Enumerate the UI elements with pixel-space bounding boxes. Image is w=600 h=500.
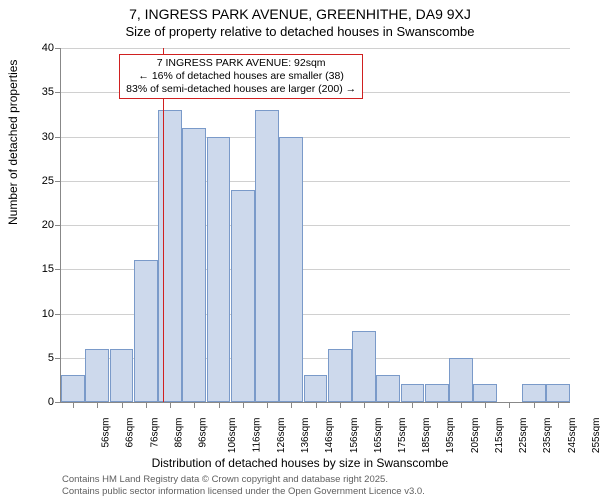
x-tick — [316, 402, 317, 408]
histogram-bar — [255, 110, 279, 402]
gridline — [61, 48, 570, 49]
histogram-chart: 7, INGRESS PARK AVENUE, GREENHITHE, DA9 … — [0, 0, 600, 500]
x-tick-label: 245sqm — [567, 418, 578, 454]
y-tick — [55, 181, 61, 182]
chart-subtitle: Size of property relative to detached ho… — [0, 24, 600, 39]
histogram-bar — [376, 375, 400, 402]
x-tick — [461, 402, 462, 408]
histogram-bar — [158, 110, 182, 402]
x-tick — [340, 402, 341, 408]
histogram-bar — [425, 384, 449, 402]
x-tick — [364, 402, 365, 408]
x-tick-label: 175sqm — [397, 418, 408, 454]
x-tick-label: 185sqm — [421, 418, 432, 454]
y-tick — [55, 225, 61, 226]
histogram-bar — [473, 384, 497, 402]
x-tick — [122, 402, 123, 408]
x-tick — [558, 402, 559, 408]
x-tick — [509, 402, 510, 408]
y-tick-label: 10 — [30, 308, 54, 320]
x-tick-label: 126sqm — [276, 418, 287, 454]
histogram-bar — [134, 260, 158, 402]
y-tick-label: 15 — [30, 263, 54, 275]
gridline — [61, 225, 570, 226]
annotation-line: 7 INGRESS PARK AVENUE: 92sqm — [126, 57, 356, 70]
histogram-bar — [401, 384, 425, 402]
histogram-bar — [61, 375, 85, 402]
x-tick — [219, 402, 220, 408]
x-tick-label: 116sqm — [251, 418, 262, 453]
attribution-line: Contains public sector information licen… — [62, 486, 425, 498]
attribution-line: Contains HM Land Registry data © Crown c… — [62, 474, 388, 486]
y-tick-label: 35 — [30, 86, 54, 98]
y-tick-label: 5 — [30, 352, 54, 364]
x-tick-label: 96sqm — [198, 418, 209, 448]
x-tick-label: 86sqm — [173, 418, 184, 448]
x-tick — [412, 402, 413, 408]
x-tick — [388, 402, 389, 408]
chart-title: 7, INGRESS PARK AVENUE, GREENHITHE, DA9 … — [0, 6, 600, 22]
histogram-bar — [110, 349, 134, 402]
y-axis-label: Number of detached properties — [6, 60, 20, 225]
histogram-bar — [279, 137, 303, 403]
y-tick-label: 40 — [30, 42, 54, 54]
x-tick-label: 225sqm — [518, 418, 529, 454]
x-tick — [146, 402, 147, 408]
histogram-bar — [328, 349, 352, 402]
annotation-line: 83% of semi-detached houses are larger (… — [126, 83, 356, 96]
y-tick — [55, 137, 61, 138]
x-tick — [97, 402, 98, 408]
y-tick-label: 0 — [30, 396, 54, 408]
x-tick — [534, 402, 535, 408]
marker-line — [163, 48, 164, 402]
y-tick — [55, 358, 61, 359]
x-tick-label: 56sqm — [101, 418, 112, 448]
x-tick — [243, 402, 244, 408]
x-tick — [73, 402, 74, 408]
y-tick — [55, 48, 61, 49]
x-tick-label: 205sqm — [470, 418, 481, 454]
gridline — [61, 181, 570, 182]
y-tick-label: 20 — [30, 219, 54, 231]
histogram-bar — [449, 358, 473, 402]
x-tick — [437, 402, 438, 408]
y-tick — [55, 314, 61, 315]
x-tick-label: 255sqm — [591, 418, 600, 454]
x-tick-label: 136sqm — [300, 418, 311, 454]
x-tick-label: 195sqm — [446, 418, 457, 454]
annotation-line: ← 16% of detached houses are smaller (38… — [126, 70, 356, 83]
histogram-bar — [207, 137, 231, 403]
histogram-bar — [546, 384, 570, 402]
x-tick — [267, 402, 268, 408]
gridline — [61, 137, 570, 138]
x-tick-label: 165sqm — [373, 418, 384, 454]
annotation-box: 7 INGRESS PARK AVENUE: 92sqm ← 16% of de… — [119, 54, 363, 99]
x-tick-label: 215sqm — [494, 418, 505, 454]
y-tick — [55, 92, 61, 93]
plot-area: 7 INGRESS PARK AVENUE: 92sqm ← 16% of de… — [60, 48, 570, 403]
x-tick-label: 156sqm — [349, 418, 360, 454]
y-tick-label: 25 — [30, 175, 54, 187]
x-axis-label: Distribution of detached houses by size … — [0, 456, 600, 470]
x-tick — [194, 402, 195, 408]
histogram-bar — [522, 384, 546, 402]
histogram-bar — [231, 190, 255, 402]
y-tick — [55, 402, 61, 403]
y-tick-label: 30 — [30, 131, 54, 143]
x-tick — [170, 402, 171, 408]
x-tick-label: 235sqm — [542, 418, 553, 454]
histogram-bar — [304, 375, 328, 402]
histogram-bar — [352, 331, 376, 402]
x-tick-label: 106sqm — [227, 418, 238, 454]
x-tick-label: 66sqm — [125, 418, 136, 448]
x-tick — [485, 402, 486, 408]
y-tick — [55, 269, 61, 270]
histogram-bar — [85, 349, 109, 402]
x-tick-label: 146sqm — [324, 418, 335, 454]
x-tick-label: 76sqm — [149, 418, 160, 448]
histogram-bar — [182, 128, 206, 402]
x-tick — [291, 402, 292, 408]
